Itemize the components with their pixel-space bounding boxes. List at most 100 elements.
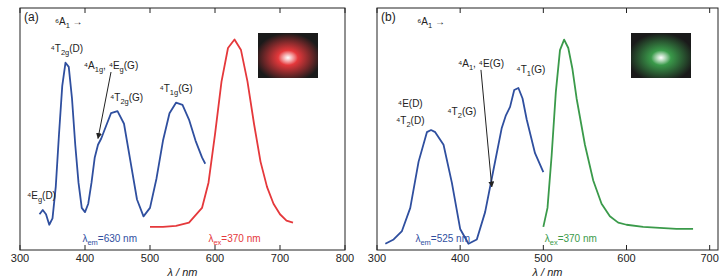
- text-part: , ⁴E(G): [473, 58, 504, 69]
- text-part: =370 nm: [558, 233, 597, 244]
- x-tick-label: 500: [534, 252, 552, 264]
- subscript: em: [420, 238, 430, 247]
- panel-label: (b): [381, 10, 396, 24]
- x-tick-top: [20, 8, 21, 13]
- x-tick: [543, 245, 544, 250]
- x-axis-label: λ / nm: [167, 266, 198, 278]
- x-tick-top: [280, 8, 281, 13]
- annotation: ⁴T1(G): [516, 64, 545, 78]
- text-part: =630 nm: [98, 233, 137, 244]
- annotation: ⁴A1, ⁴E(G): [458, 58, 504, 72]
- x-tick-label: 400: [76, 252, 94, 264]
- annotation: ⁴E(D): [398, 98, 423, 109]
- spectrum-line: [543, 40, 693, 229]
- subscript: 1g: [95, 65, 103, 74]
- inset-photo: [631, 33, 691, 78]
- text-part: ⁴A: [84, 60, 95, 71]
- x-tick: [460, 245, 461, 250]
- x-tick-top: [543, 8, 544, 13]
- x-tick-label: 500: [141, 252, 159, 264]
- text-part: λ / nm: [532, 266, 563, 278]
- text-part: ⁴T: [110, 92, 120, 103]
- annotation: ⁴T1g(G): [159, 83, 192, 97]
- text-part: ⁴E(D): [398, 98, 423, 109]
- text-part: ⁴A: [458, 58, 469, 69]
- subscript: em: [87, 238, 97, 247]
- x-tick-top: [460, 8, 461, 13]
- x-tick-label: 700: [701, 252, 719, 264]
- x-tick: [85, 245, 86, 250]
- x-tick-top: [626, 8, 627, 13]
- x-tick-top: [215, 8, 216, 13]
- text-part: (G): [129, 92, 143, 103]
- x-tick-label: 600: [206, 252, 224, 264]
- subscript: 1g: [170, 88, 178, 97]
- text-part: λ / nm: [167, 266, 198, 278]
- text-part: ⁴T: [516, 64, 526, 75]
- panel: 300400500600700800λ / nm(a)⁶A1 →⁴Eg(D)⁴T…: [11, 8, 354, 278]
- figure: 300400500600700800λ / nm(a)⁶A1 →⁴Eg(D)⁴T…: [0, 0, 726, 279]
- text-part: , ⁴E: [103, 60, 120, 71]
- text-part: ⁴T: [447, 106, 457, 117]
- x-tick-top: [150, 8, 151, 13]
- x-tick-top: [709, 8, 710, 13]
- annotation: λem=525 nm: [415, 233, 470, 247]
- text-part: (G): [462, 106, 476, 117]
- x-tick-top: [377, 8, 378, 13]
- subscript: 2g: [120, 97, 128, 106]
- annotation: ⁴T2g(G): [110, 92, 143, 106]
- x-tick: [150, 245, 151, 250]
- text-part: ⁴T: [396, 115, 406, 126]
- annotation: ⁴T2(G): [447, 106, 476, 120]
- inset-photo: [258, 33, 318, 78]
- text-part: →: [432, 16, 445, 27]
- text-part: ⁴T: [50, 43, 60, 54]
- spectrum-line: [150, 40, 293, 227]
- annotation: ⁴T2(D): [396, 115, 424, 129]
- annotation-arrow: [481, 70, 492, 187]
- annotation: λex=370 nm: [545, 233, 597, 247]
- x-tick: [280, 245, 281, 250]
- text-part: ⁶A: [55, 16, 66, 27]
- text-part: (D): [42, 190, 56, 201]
- text-part: (G): [531, 64, 545, 75]
- annotation: ⁴A1g, ⁴Eg(G): [84, 60, 138, 74]
- annotation: ⁶A1 →: [55, 16, 83, 30]
- x-tick-label: 600: [617, 252, 635, 264]
- text-part: =525 nm: [431, 233, 470, 244]
- x-tick-label: 800: [336, 252, 354, 264]
- x-tick-top: [345, 8, 346, 13]
- text-part: (G): [124, 60, 138, 71]
- subscript: 2g: [61, 48, 69, 57]
- plot-frame: [377, 8, 718, 250]
- spectrum-line: [385, 88, 543, 244]
- text-part: ⁴E: [27, 190, 38, 201]
- text-part: (D): [69, 43, 83, 54]
- x-tick: [20, 245, 21, 250]
- annotation: λem=630 nm: [82, 233, 137, 247]
- x-tick-label: 400: [451, 252, 469, 264]
- x-axis-label: λ / nm: [532, 266, 563, 278]
- x-tick: [345, 245, 346, 250]
- x-tick: [626, 245, 627, 250]
- annotation: λex=370 nm: [208, 233, 260, 247]
- annotation: ⁶A1 →: [417, 16, 445, 30]
- series-group: [385, 40, 693, 244]
- panel-label: (a): [24, 10, 39, 24]
- text-part: (D): [411, 115, 425, 126]
- x-tick: [377, 245, 378, 250]
- text-part: ⁶A: [417, 16, 428, 27]
- x-tick-label: 300: [368, 252, 386, 264]
- x-tick-label: 700: [271, 252, 289, 264]
- plot-frame: [20, 8, 345, 250]
- text-part: (G): [178, 83, 192, 94]
- annotation-arrow: [98, 72, 111, 138]
- x-tick-label: 300: [11, 252, 29, 264]
- x-tick-top: [85, 8, 86, 13]
- text-part: →: [70, 16, 83, 27]
- series-group: [40, 40, 294, 227]
- text-part: ⁴T: [159, 83, 169, 94]
- spectrum-line: [40, 63, 206, 225]
- x-tick: [709, 245, 710, 250]
- annotation: ⁴T2g(D): [50, 43, 83, 57]
